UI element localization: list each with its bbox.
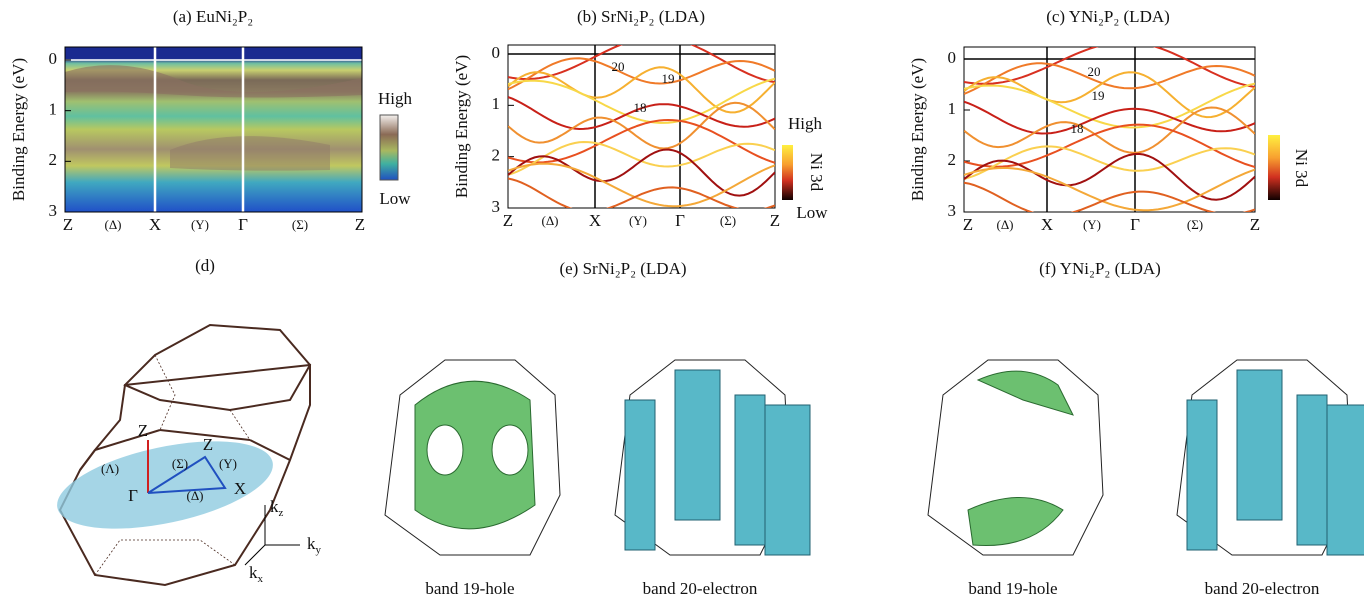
- fs-caption: band 20-electron: [643, 579, 758, 598]
- k-point-label: (Σ): [1187, 217, 1203, 232]
- fermi-sheet: [968, 498, 1063, 546]
- k-point-label: Z: [770, 211, 780, 230]
- band-label: 18: [634, 100, 647, 115]
- panel-title: (c) YNi₂P₂ (LDA): [1046, 7, 1170, 26]
- colorbar: [380, 115, 398, 180]
- y-axis-label: Binding Energy (eV): [9, 58, 28, 201]
- y-tick-label: 3: [49, 201, 58, 220]
- k-point-label: (Y): [1083, 217, 1101, 232]
- k-axis-label: ky: [307, 534, 322, 556]
- band-curve: [508, 164, 775, 207]
- band-curve: [508, 150, 775, 196]
- y-tick-label: 2: [492, 146, 501, 165]
- colorbar: [782, 145, 793, 200]
- fermi-sheet: [765, 405, 810, 555]
- band-curve: [964, 154, 1255, 200]
- k-point-label: (Δ): [104, 217, 121, 232]
- bz-label: Z: [138, 421, 148, 440]
- y-tick-label: 2: [948, 150, 957, 169]
- panel-title: (f) YNi₂P₂ (LDA): [1039, 259, 1161, 278]
- k-point-label: (Δ): [996, 217, 1013, 232]
- k-point-label: X: [589, 211, 601, 230]
- fermi-sheet: [1187, 400, 1217, 550]
- y-tick-label: 2: [49, 150, 58, 169]
- y-axis-label: Binding Energy (eV): [452, 55, 471, 198]
- fermi-sheet: [675, 370, 720, 520]
- bz-label: (Y): [219, 456, 237, 471]
- y-tick-label: 1: [948, 99, 957, 118]
- k-point-label: Z: [503, 211, 513, 230]
- band-curve: [964, 84, 1255, 128]
- k-point-label: (Y): [629, 213, 647, 228]
- band-label: 20: [612, 59, 625, 74]
- bz-label: Z: [203, 435, 213, 454]
- band-label: 20: [1088, 64, 1101, 79]
- panel-title: (b) SrNi₂P₂ (LDA): [577, 7, 705, 26]
- colorbar-tick-label: Low: [796, 203, 828, 222]
- k-point-label: Z: [1250, 215, 1260, 234]
- fermi-sheet: [735, 395, 765, 545]
- colorbar-tick-label: High: [788, 114, 823, 133]
- bz-label: (Δ): [186, 488, 203, 503]
- fermi-neck: [427, 425, 463, 475]
- bz-label: (Λ): [101, 461, 119, 476]
- fermi-sheet: [1327, 405, 1364, 555]
- panel-title: (a) EuNi₂P₂: [173, 7, 253, 26]
- k-point-label: Γ: [675, 211, 685, 230]
- panel-title: (e) SrNi₂P₂ (LDA): [559, 259, 686, 278]
- fermi-sheet: [1237, 370, 1282, 520]
- k-sub: x: [258, 573, 264, 585]
- k-point-label: Z: [355, 215, 365, 234]
- band-label: 18: [1071, 121, 1084, 136]
- colorbar-label: Ni 3d: [1292, 149, 1311, 188]
- k-point-label: (Δ): [541, 213, 558, 228]
- k-sub: z: [279, 507, 284, 519]
- y-tick-label: 0: [492, 43, 501, 62]
- fs-caption: band 20-electron: [1205, 579, 1320, 598]
- k-point-label: X: [149, 215, 161, 234]
- y-axis-label: Binding Energy (eV): [908, 58, 927, 201]
- colorbar-tick-label: High: [378, 89, 413, 108]
- fermi-surfaces: [385, 360, 1364, 555]
- band-curve: [964, 168, 1255, 210]
- figure: (a) EuNi₂P₂Binding Energy (eV)0123Z(Δ)X(…: [0, 0, 1364, 608]
- y-tick-label: 1: [492, 94, 501, 113]
- bz-label: X: [234, 479, 246, 498]
- panel-title: (d): [195, 256, 215, 275]
- k-sub: y: [316, 544, 322, 556]
- k-point-label: (Σ): [292, 217, 308, 232]
- y-tick-label: 1: [49, 100, 58, 119]
- bz-label: (Σ): [172, 456, 188, 471]
- colorbar: [1268, 135, 1280, 200]
- fs-caption: band 19-hole: [968, 579, 1057, 598]
- k-axis-label: kz: [270, 497, 284, 519]
- k-point-label: Z: [963, 215, 973, 234]
- y-tick-label: 3: [492, 197, 501, 216]
- k-point-label: (Σ): [720, 213, 736, 228]
- fermi-neck: [492, 425, 528, 475]
- colorbar-label: Ni 3d: [807, 153, 826, 192]
- k-point-label: X: [1041, 215, 1053, 234]
- k-point-label: Γ: [238, 215, 248, 234]
- k-point-label: (Y): [191, 217, 209, 232]
- k-axis-label: kx: [249, 563, 264, 585]
- bz-label: Γ: [128, 486, 138, 505]
- colorbar-tick-label: Low: [379, 189, 411, 208]
- y-tick-label: 3: [948, 201, 957, 220]
- fs-caption: band 19-hole: [425, 579, 514, 598]
- band-curve: [964, 72, 1255, 117]
- k-point-label: Z: [63, 215, 73, 234]
- band-curve: [964, 146, 1255, 179]
- fermi-sheet: [625, 400, 655, 550]
- y-tick-label: 0: [49, 49, 58, 68]
- band-label: 19: [662, 71, 675, 86]
- k-point-label: Γ: [1130, 215, 1140, 234]
- fermi-sheet: [978, 371, 1073, 415]
- fermi-sheet: [1297, 395, 1327, 545]
- band-label: 19: [1092, 88, 1105, 103]
- band-curve: [508, 37, 775, 82]
- y-tick-label: 0: [948, 48, 957, 67]
- band-curve: [508, 142, 775, 175]
